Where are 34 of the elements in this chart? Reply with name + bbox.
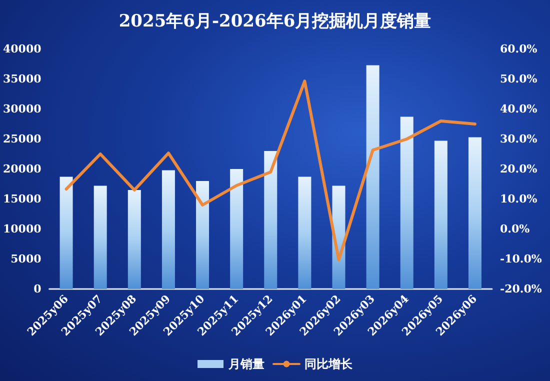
y-tick-label: 40000 — [2, 42, 42, 56]
bar — [264, 151, 278, 289]
bar — [162, 170, 175, 289]
line-series — [64, 80, 476, 262]
y2-tick-label: 0.0% — [500, 222, 530, 236]
bar — [468, 137, 482, 289]
bar — [230, 169, 244, 289]
y-tick-label: 10000 — [2, 222, 42, 236]
y2-tick-label: 10.0% — [500, 192, 538, 206]
y2-tick-label: 40.0% — [500, 102, 538, 116]
bar — [400, 116, 414, 289]
legend-label: 月销量 — [228, 357, 264, 371]
bar — [196, 181, 210, 289]
y2-tick-label: -20.0% — [500, 282, 542, 296]
y-tick-label: 0 — [34, 282, 42, 296]
bar — [434, 140, 448, 289]
y-tick-label: 20000 — [2, 162, 42, 176]
y-tick-label: 5000 — [10, 252, 42, 266]
bar — [60, 176, 73, 289]
y-tick-label: 15000 — [2, 192, 42, 206]
y-tick-label: 25000 — [2, 132, 42, 146]
y2-tick-label: 20.0% — [500, 162, 538, 176]
y2-tick-label: 60.0% — [500, 42, 538, 56]
bar — [128, 190, 141, 289]
y-tick-label: 35000 — [2, 72, 42, 86]
chart-title: 2025年6月-2026年6月挖掘机月度销量 — [118, 12, 432, 32]
y2-tick-label: 30.0% — [500, 132, 538, 146]
y2-tick-label: -10.0% — [500, 252, 542, 266]
y-tick-label: 30000 — [2, 102, 42, 116]
bar — [366, 65, 380, 289]
bar — [298, 176, 312, 289]
legend-label: 同比增长 — [304, 357, 354, 371]
bar — [94, 186, 107, 289]
y2-tick-label: 50.0% — [500, 72, 538, 86]
